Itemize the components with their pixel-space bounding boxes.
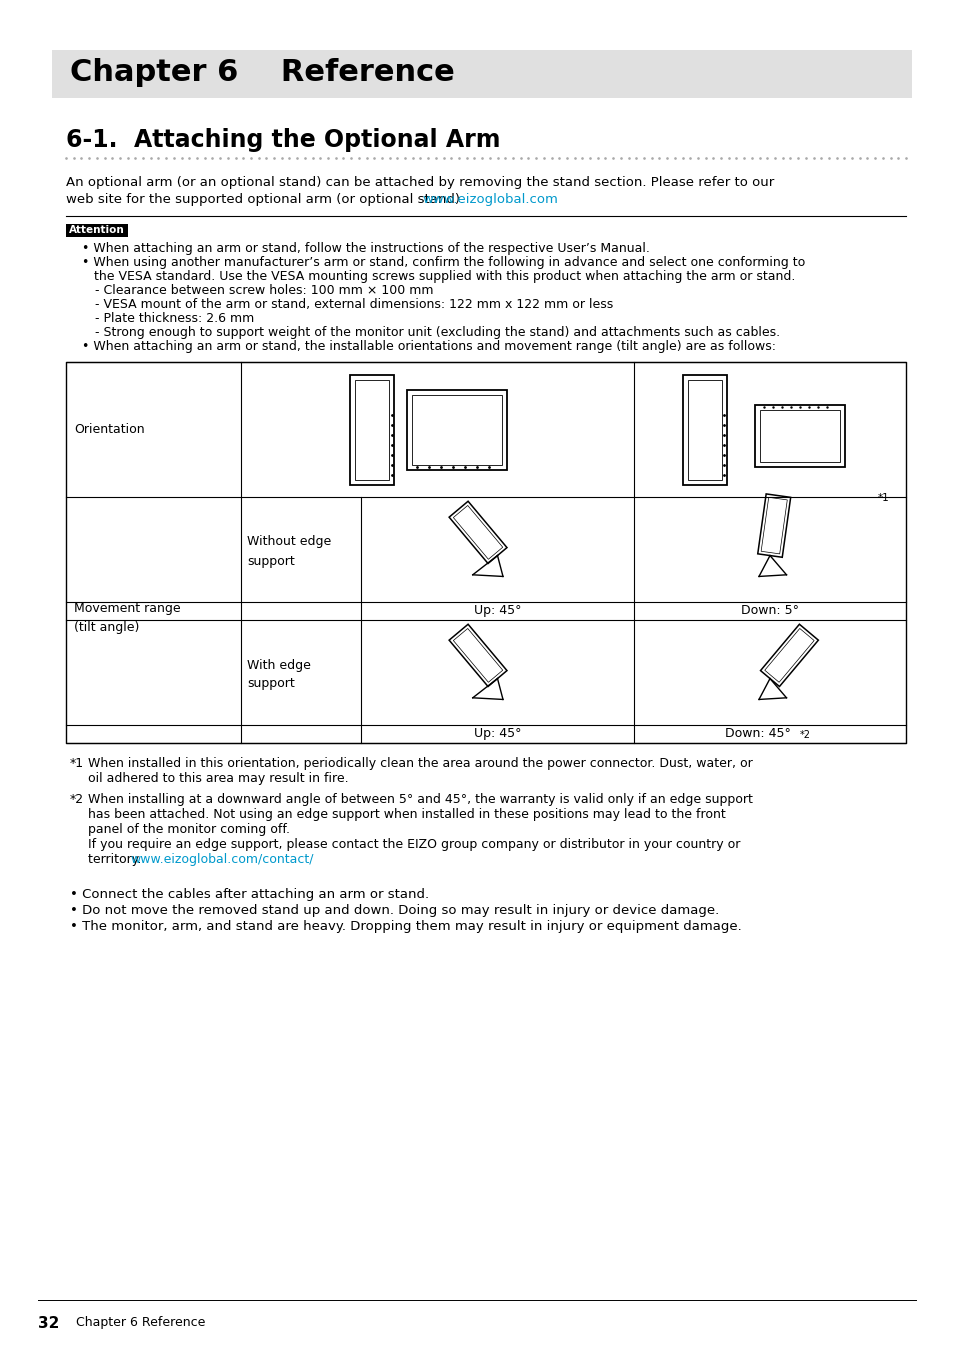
Text: • When attaching an arm or stand, the installable orientations and movement rang: • When attaching an arm or stand, the in… <box>82 340 775 352</box>
Bar <box>66 224 128 238</box>
Bar <box>682 374 726 485</box>
Bar <box>52 50 911 99</box>
Text: With edge
support: With edge support <box>247 659 311 690</box>
Text: - Clearance between screw holes: 100 mm × 100 mm: - Clearance between screw holes: 100 mm … <box>95 284 433 297</box>
Text: www.eizoglobal.com: www.eizoglobal.com <box>421 193 558 207</box>
Text: Chapter 6    Reference: Chapter 6 Reference <box>70 58 455 86</box>
Text: *2: *2 <box>800 730 810 740</box>
Bar <box>355 379 389 479</box>
Text: - Strong enough to support weight of the monitor unit (excluding the stand) and : - Strong enough to support weight of the… <box>95 325 780 339</box>
Text: Orientation: Orientation <box>74 423 145 436</box>
Bar <box>760 409 840 462</box>
Text: Down: 5°: Down: 5° <box>740 603 799 617</box>
Text: has been attached. Not using an edge support when installed in these positions m: has been attached. Not using an edge sup… <box>88 809 725 821</box>
Text: 6-1.  Attaching the Optional Arm: 6-1. Attaching the Optional Arm <box>66 128 500 153</box>
Text: When installing at a downward angle of between 5° and 45°, the warranty is valid: When installing at a downward angle of b… <box>88 792 752 806</box>
Text: If you require an edge support, please contact the EIZO group company or distrib: If you require an edge support, please c… <box>88 838 740 850</box>
Text: Without edge
support: Without edge support <box>247 536 331 567</box>
Text: the VESA standard. Use the VESA mounting screws supplied with this product when : the VESA standard. Use the VESA mounting… <box>94 270 795 284</box>
Text: Up: 45°: Up: 45° <box>474 728 520 740</box>
Text: territory.: territory. <box>88 853 145 865</box>
Bar <box>412 394 502 464</box>
Text: web site for the supported optional arm (or optional stand).: web site for the supported optional arm … <box>66 193 468 207</box>
Text: oil adhered to this area may result in fire.: oil adhered to this area may result in f… <box>88 772 348 784</box>
Text: - Plate thickness: 2.6 mm: - Plate thickness: 2.6 mm <box>95 312 254 325</box>
Text: panel of the monitor coming off.: panel of the monitor coming off. <box>88 824 290 836</box>
Text: Down: 45°: Down: 45° <box>724 728 790 740</box>
Text: www.eizoglobal.com/contact/: www.eizoglobal.com/contact/ <box>130 853 314 865</box>
Text: • The monitor, arm, and stand are heavy. Dropping them may result in injury or e: • The monitor, arm, and stand are heavy.… <box>70 919 741 933</box>
Bar <box>754 405 844 467</box>
Text: • Do not move the removed stand up and down. Doing so may result in injury or de: • Do not move the removed stand up and d… <box>70 904 719 917</box>
Text: - VESA mount of the arm or stand, external dimensions: 122 mm x 122 mm or less: - VESA mount of the arm or stand, extern… <box>95 298 613 311</box>
Bar <box>407 390 507 470</box>
Text: When installed in this orientation, periodically clean the area around the power: When installed in this orientation, peri… <box>88 757 752 769</box>
Text: Attention: Attention <box>69 225 125 235</box>
Text: An optional arm (or an optional stand) can be attached by removing the stand sec: An optional arm (or an optional stand) c… <box>66 176 774 189</box>
Text: Chapter 6 Reference: Chapter 6 Reference <box>76 1316 205 1328</box>
Text: 32: 32 <box>38 1316 59 1331</box>
Text: • When using another manufacturer’s arm or stand, confirm the following in advan: • When using another manufacturer’s arm … <box>82 256 804 269</box>
Text: • When attaching an arm or stand, follow the instructions of the respective User: • When attaching an arm or stand, follow… <box>82 242 649 255</box>
Text: *1: *1 <box>877 493 889 504</box>
Text: *2: *2 <box>70 792 84 806</box>
Bar <box>66 362 905 742</box>
Bar <box>687 379 721 479</box>
Text: • Connect the cables after attaching an arm or stand.: • Connect the cables after attaching an … <box>70 888 429 900</box>
Text: Up: 45°: Up: 45° <box>474 603 520 617</box>
Bar <box>350 374 395 485</box>
Text: Movement range
(tilt angle): Movement range (tilt angle) <box>74 602 180 634</box>
Text: *1: *1 <box>70 757 84 769</box>
